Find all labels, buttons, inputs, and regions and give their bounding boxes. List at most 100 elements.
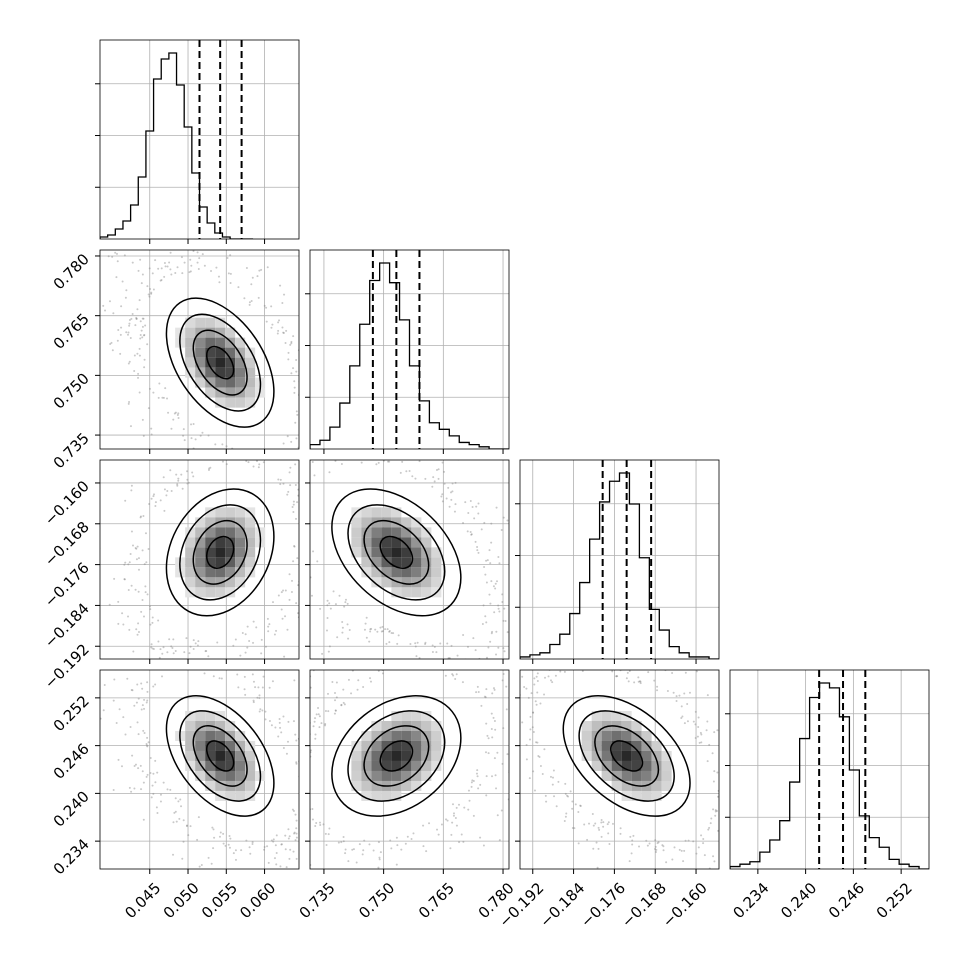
sample-point: [566, 649, 568, 651]
density-cell: [411, 780, 422, 791]
sample-point: [153, 493, 156, 496]
density-cell: [381, 537, 392, 548]
sample-point: [307, 736, 309, 738]
sample-point: [344, 601, 347, 604]
density-cell: [195, 770, 206, 781]
sample-point: [135, 316, 138, 319]
sample-point: [198, 865, 201, 868]
sample-point: [398, 454, 400, 456]
sample-point: [372, 849, 375, 852]
sample-point: [495, 630, 498, 633]
sample-point: [266, 515, 268, 517]
sample-point: [490, 712, 493, 715]
sample-point: [716, 729, 719, 732]
sample-point: [415, 433, 417, 435]
density-cell: [391, 557, 402, 568]
sample-point: [146, 745, 149, 748]
sample-point: [324, 722, 327, 725]
sample-point: [626, 667, 628, 669]
sample-point: [216, 451, 218, 453]
density-cell: [225, 577, 236, 588]
x-tick-label: 0.735: [296, 879, 339, 922]
sample-point: [161, 675, 164, 678]
sample-point: [133, 787, 136, 790]
sample-point: [702, 842, 705, 845]
sample-point: [518, 763, 520, 765]
density-cell: [431, 577, 442, 588]
sample-point: [532, 711, 535, 714]
sample-point: [662, 845, 665, 848]
sample-point: [545, 622, 547, 624]
sample-point: [352, 848, 355, 851]
sample-point: [295, 739, 298, 742]
sample-point: [316, 416, 318, 418]
sample-point: [326, 599, 329, 602]
sample-point: [422, 824, 425, 827]
sample-point: [414, 477, 417, 480]
sample-point: [191, 471, 194, 474]
sample-point: [462, 840, 465, 843]
sample-point: [388, 641, 391, 644]
sample-point: [163, 488, 166, 491]
sample-point: [353, 444, 355, 446]
sample-point: [310, 749, 312, 752]
sample-point: [260, 507, 262, 509]
sample-point: [331, 625, 333, 627]
sample-point: [311, 827, 313, 829]
density-cell: [371, 760, 382, 771]
sample-point: [536, 672, 539, 675]
sample-point: [350, 872, 352, 874]
sample-point: [139, 320, 142, 323]
sample-point: [221, 455, 223, 457]
sample-point: [115, 721, 118, 724]
sample-point: [234, 849, 237, 852]
sample-point: [453, 510, 456, 513]
sample-point: [317, 485, 319, 487]
sample-point: [137, 697, 140, 700]
sample-point: [170, 489, 173, 492]
sample-point: [142, 660, 144, 662]
sample-point: [551, 681, 554, 684]
density-cell: [411, 740, 422, 751]
sample-point: [400, 848, 403, 851]
sample-point: [501, 593, 504, 596]
sample-point: [523, 685, 526, 688]
density-cell: [235, 537, 246, 548]
sample-point: [168, 638, 171, 641]
density-cell: [421, 537, 432, 548]
sample-point: [131, 664, 133, 666]
sample-point: [418, 648, 420, 650]
sample-point: [274, 726, 277, 729]
sample-point: [122, 646, 124, 648]
density-cell: [421, 760, 432, 771]
sample-point: [229, 470, 231, 472]
sample-point: [536, 741, 539, 744]
sample-point: [202, 664, 204, 666]
sample-point: [247, 466, 249, 468]
sample-point: [190, 437, 193, 440]
density-cell: [381, 567, 392, 578]
sample-point: [196, 674, 198, 676]
sample-point: [275, 863, 278, 866]
sample-point: [705, 729, 708, 732]
density-cell: [581, 720, 592, 731]
contour-0: [205, 740, 235, 772]
sample-point: [267, 490, 269, 492]
density-cell: [371, 770, 382, 781]
sample-point: [174, 271, 177, 274]
sample-point: [265, 306, 268, 309]
sample-point: [218, 655, 220, 657]
sample-point: [482, 649, 484, 651]
sample-point: [387, 420, 389, 422]
sample-point: [290, 813, 292, 815]
sample-point: [282, 746, 285, 749]
sample-point: [280, 843, 283, 846]
sample-point: [279, 726, 282, 729]
density-cell: [601, 740, 612, 751]
sample-point: [341, 486, 343, 488]
sample-point: [602, 821, 605, 824]
sample-point: [280, 758, 282, 760]
sample-point: [385, 642, 388, 645]
sample-point: [712, 855, 715, 858]
